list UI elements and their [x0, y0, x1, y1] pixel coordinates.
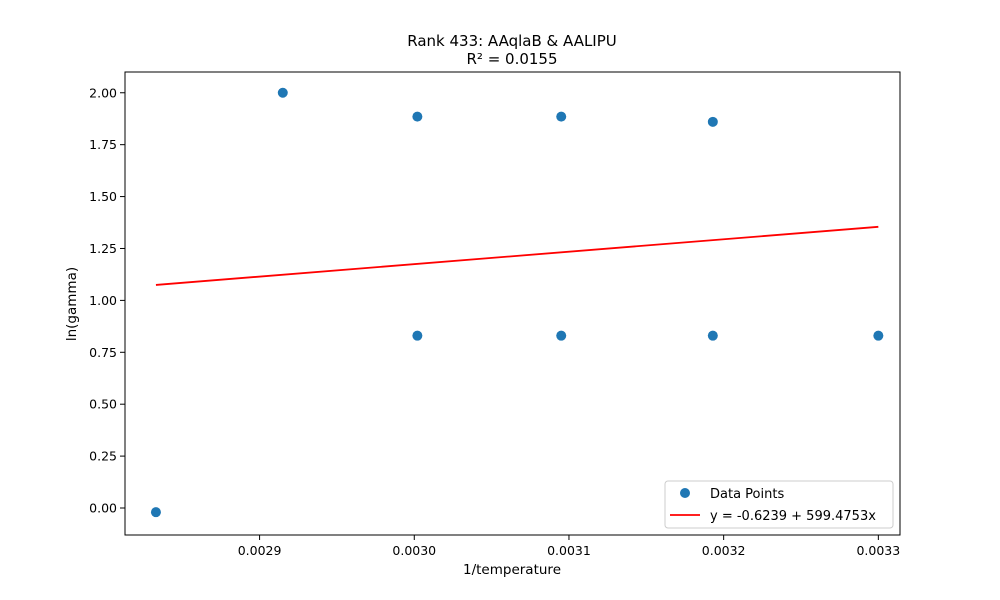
- y-axis: 0.00 0.25 0.50 0.75 1.00 1.25 1.50 1.75 2.00: [89, 85, 125, 516]
- y-tick-label: 0.00: [89, 501, 117, 516]
- x-axis: 0.0029 0.0030 0.0031 0.0032 0.0033: [238, 535, 900, 558]
- x-tick-label: 0.0033: [856, 543, 900, 558]
- plot-area: [150, 87, 884, 518]
- x-tick-label: 0.0030: [392, 543, 436, 558]
- data-point: [707, 330, 718, 341]
- legend-label-data-points: Data Points: [710, 487, 784, 502]
- y-tick-label: 1.75: [89, 137, 117, 152]
- data-point: [556, 330, 567, 341]
- y-tick-label: 1.00: [89, 293, 117, 308]
- y-tick-label: 2.00: [89, 85, 117, 100]
- x-axis-label: 1/temperature: [463, 562, 561, 578]
- data-point: [873, 330, 884, 341]
- legend-label-fit-line: y = -0.6239 + 599.4753x: [710, 509, 876, 524]
- data-point: [277, 87, 288, 98]
- chart-subtitle: R² = 0.0155: [466, 50, 557, 68]
- fit-line: [155, 225, 879, 286]
- y-tick-label: 0.50: [89, 397, 117, 412]
- x-tick-label: 0.0032: [702, 543, 746, 558]
- legend: Data Points y = -0.6239 + 599.4753x: [664, 480, 894, 529]
- axes-frame: [124, 71, 901, 536]
- data-point: [707, 116, 718, 127]
- data-point: [412, 330, 423, 341]
- legend-marker-data-points: [680, 488, 690, 498]
- x-tick-label: 0.0029: [238, 543, 282, 558]
- y-axis-label: ln(gamma): [64, 267, 80, 341]
- data-point: [556, 111, 567, 122]
- data-point: [150, 507, 161, 518]
- x-tick-label: 0.0031: [547, 543, 591, 558]
- y-tick-label: 0.75: [89, 345, 117, 360]
- y-tick-label: 1.50: [89, 189, 117, 204]
- legend-box: [664, 480, 894, 529]
- y-tick-label: 1.25: [89, 241, 117, 256]
- y-tick-label: 0.25: [89, 449, 117, 464]
- data-point: [412, 111, 423, 122]
- chart-title: Rank 433: AAqlaB & AALIPU: [407, 32, 617, 50]
